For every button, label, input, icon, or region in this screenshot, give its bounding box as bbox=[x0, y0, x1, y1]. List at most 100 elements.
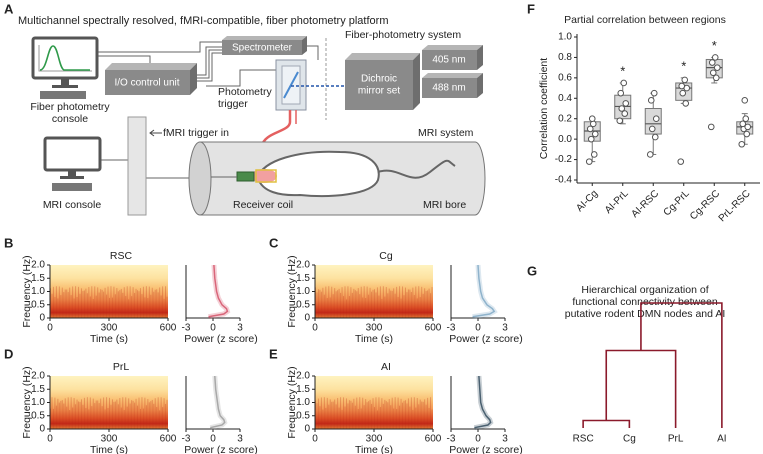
y-tick-label: -0.2 bbox=[555, 154, 573, 165]
y-axis-label: Frequency (Hz) bbox=[286, 255, 298, 327]
spectrogram-streak bbox=[122, 292, 124, 318]
spectrogram-streak bbox=[139, 288, 141, 318]
spectrogram-streak bbox=[159, 410, 161, 429]
spectrogram-streak bbox=[337, 290, 339, 318]
spectrogram-streak bbox=[391, 290, 393, 318]
spectrogram-streak bbox=[347, 286, 349, 318]
spectrogram-streak bbox=[409, 289, 411, 318]
spectrogram-streak bbox=[128, 299, 130, 318]
spectrogram-streak bbox=[88, 287, 90, 318]
spectrogram-streak bbox=[72, 286, 74, 318]
y-tick-label: 1.5 bbox=[31, 273, 45, 284]
spectrogram-streak bbox=[154, 289, 156, 318]
y-tick-label: 1.0 bbox=[296, 286, 310, 297]
x-tick-label: AI-RSC bbox=[629, 188, 661, 220]
spectrogram-streak bbox=[427, 397, 429, 429]
spectrogram-streak bbox=[135, 288, 137, 318]
spectrogram-streak bbox=[387, 293, 389, 318]
data-point bbox=[587, 135, 595, 143]
y-axis-label: Correlation coefficient bbox=[538, 58, 550, 159]
monitor-stand bbox=[68, 170, 76, 176]
y-tick-label: 0.5 bbox=[296, 299, 310, 310]
spectrogram-streak bbox=[151, 399, 153, 429]
label: Receiver coil bbox=[233, 199, 293, 211]
x-tick-label: 300 bbox=[366, 434, 383, 445]
spectrogram-streak bbox=[86, 397, 88, 429]
x-tick-label: 0 bbox=[475, 434, 481, 445]
spectrogram-streak bbox=[371, 403, 373, 429]
spectrogram-streak bbox=[328, 404, 330, 429]
spectrogram-image bbox=[315, 376, 433, 429]
spectrogram-streak bbox=[415, 407, 417, 429]
spectrogram-streak bbox=[113, 286, 115, 318]
spectrogram-streak bbox=[134, 292, 136, 318]
y-tick-label: 0 bbox=[304, 424, 310, 435]
x-tick-label: 300 bbox=[101, 434, 118, 445]
spectrogram-streak bbox=[394, 397, 396, 429]
x-tick-label: 300 bbox=[101, 323, 118, 334]
spectrogram-streak bbox=[166, 296, 168, 318]
box-side bbox=[477, 45, 483, 70]
spectrogram-streak bbox=[64, 289, 66, 318]
panel-letter: D bbox=[4, 346, 13, 361]
spectrogram-streak bbox=[145, 405, 147, 429]
spectrogram-streak bbox=[79, 401, 81, 429]
x-axis-label: Time (s) bbox=[90, 444, 128, 454]
spectrogram-streak bbox=[116, 288, 118, 318]
spectrogram-streak bbox=[73, 398, 75, 429]
data-point bbox=[709, 69, 717, 77]
data-point bbox=[678, 82, 686, 90]
label: Spectrometer bbox=[232, 43, 293, 54]
spectrogram-streak bbox=[419, 297, 421, 318]
cables bbox=[97, 41, 319, 179]
y-tick-label: 0.6 bbox=[558, 72, 572, 83]
spectrogram-streak bbox=[396, 286, 398, 318]
spectrogram-streak bbox=[416, 397, 418, 429]
spectrogram-streak bbox=[122, 397, 124, 429]
spectrogram-streak bbox=[403, 295, 405, 318]
spectrogram-streak bbox=[129, 286, 131, 318]
spectrogram-streak bbox=[369, 287, 371, 318]
spectrogram-streak bbox=[123, 409, 125, 429]
spectrogram-streak bbox=[331, 286, 333, 318]
box-side bbox=[413, 53, 420, 110]
spectrogram-streak bbox=[148, 402, 150, 429]
spectrogram-streak bbox=[422, 401, 424, 429]
spectrogram-streak bbox=[427, 290, 429, 318]
spectrogram-streak bbox=[402, 402, 404, 429]
spectrogram-streak bbox=[410, 397, 412, 429]
spectrogram-streak bbox=[353, 398, 355, 429]
data-point bbox=[591, 130, 599, 138]
profile-band bbox=[472, 264, 498, 320]
io-unit bbox=[105, 70, 190, 95]
spectrogram-streak bbox=[323, 397, 325, 429]
spectrogram-streak bbox=[421, 286, 423, 318]
screen-axes bbox=[38, 45, 92, 72]
spectrogram-streak bbox=[85, 288, 87, 318]
spectrogram-streak bbox=[317, 398, 319, 429]
spectrogram-streak bbox=[165, 403, 167, 429]
spectrogram-streak bbox=[66, 406, 68, 429]
data-point bbox=[682, 100, 690, 107]
spectrogram-streak bbox=[51, 293, 53, 318]
label: mirror set bbox=[358, 86, 400, 97]
data-point bbox=[739, 120, 747, 128]
spectrogram-streak bbox=[75, 286, 77, 318]
y-tick-label: -0.4 bbox=[555, 175, 573, 186]
leaf-label: RSC bbox=[573, 434, 594, 445]
spectrogram-streak bbox=[412, 409, 414, 429]
spectrogram-streak bbox=[125, 295, 127, 318]
spectrogram-streak bbox=[60, 295, 62, 318]
spectrogram-streak bbox=[111, 297, 113, 318]
spectrogram-streak bbox=[85, 408, 87, 429]
spectrogram-streak bbox=[147, 399, 149, 429]
data-point bbox=[620, 79, 628, 87]
spectrogram-streak bbox=[83, 290, 85, 318]
spectrogram-streak bbox=[98, 292, 100, 318]
data-point bbox=[742, 115, 750, 123]
spectrogram-streak bbox=[153, 291, 155, 318]
y-tick-label: 0 bbox=[39, 424, 45, 435]
spectrogram-streak bbox=[104, 409, 106, 429]
x-tick-label: 600 bbox=[160, 434, 177, 445]
panel-letter: C bbox=[269, 235, 279, 250]
